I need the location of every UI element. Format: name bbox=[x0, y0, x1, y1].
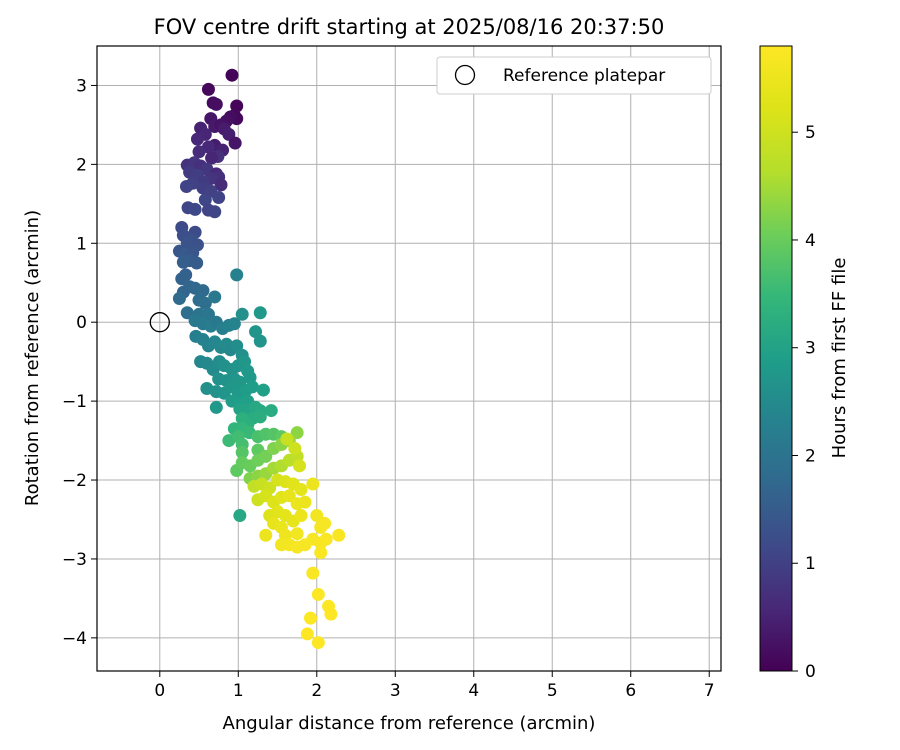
data-point bbox=[227, 317, 241, 331]
colorbar-label: Hours from first FF file bbox=[829, 258, 850, 459]
data-point bbox=[290, 426, 304, 440]
data-point bbox=[230, 339, 244, 353]
data-point bbox=[205, 151, 219, 165]
x-tick-label: 7 bbox=[704, 681, 715, 701]
reference-platepar-marker bbox=[149, 312, 170, 333]
data-point bbox=[253, 410, 267, 424]
data-point bbox=[208, 290, 222, 304]
data-point bbox=[235, 445, 249, 459]
colorbar: 0 1 2 3 4 5 Hours from first FF file bbox=[759, 45, 850, 682]
y-tick-label: 3 bbox=[76, 76, 87, 96]
x-tick-label: 3 bbox=[390, 681, 401, 701]
data-point bbox=[282, 489, 296, 503]
colorbar-ticks: 0 1 2 3 4 5 bbox=[792, 123, 816, 682]
y-tick-label: 0 bbox=[76, 313, 87, 333]
data-point bbox=[230, 268, 244, 282]
x-tick-label: 2 bbox=[311, 681, 322, 701]
data-point bbox=[306, 566, 320, 580]
data-point bbox=[300, 627, 314, 641]
y-axis-ticks: −4 −3 −2 −1 0 1 2 3 bbox=[62, 76, 97, 649]
data-point bbox=[208, 205, 222, 219]
data-point bbox=[190, 132, 204, 146]
data-point bbox=[198, 296, 212, 310]
data-point bbox=[225, 68, 239, 82]
x-tick-label: 1 bbox=[233, 681, 244, 701]
data-point bbox=[264, 404, 278, 418]
data-point bbox=[298, 495, 312, 509]
chart-title: FOV centre drift starting at 2025/08/16 … bbox=[154, 15, 665, 39]
data-point bbox=[233, 509, 247, 523]
y-tick-label: 2 bbox=[76, 155, 87, 175]
data-point bbox=[290, 527, 304, 541]
data-point bbox=[311, 587, 325, 601]
grid-lines bbox=[97, 46, 721, 671]
data-point bbox=[303, 611, 317, 625]
x-tick-label: 0 bbox=[154, 681, 165, 701]
data-point bbox=[179, 179, 193, 193]
data-point bbox=[318, 516, 332, 530]
data-points bbox=[172, 68, 346, 650]
colorbar-tick-label: 2 bbox=[805, 446, 816, 466]
y-tick-label: −1 bbox=[62, 392, 87, 412]
data-point bbox=[245, 380, 259, 394]
colorbar-gradient bbox=[759, 45, 793, 672]
data-point bbox=[180, 236, 194, 250]
data-point bbox=[188, 202, 202, 216]
data-point bbox=[259, 449, 273, 463]
data-point bbox=[201, 82, 215, 96]
data-point bbox=[306, 477, 320, 491]
data-point bbox=[212, 191, 226, 205]
x-tick-label: 5 bbox=[547, 681, 558, 701]
colorbar-tick-label: 3 bbox=[805, 339, 816, 359]
x-tick-label: 6 bbox=[625, 681, 636, 701]
legend: Reference platepar bbox=[436, 56, 712, 95]
legend-marker bbox=[454, 64, 476, 86]
data-point bbox=[253, 306, 267, 320]
data-point bbox=[293, 459, 307, 473]
data-point bbox=[256, 383, 270, 397]
data-point bbox=[201, 307, 215, 321]
data-point bbox=[190, 256, 204, 270]
data-point bbox=[172, 292, 186, 306]
data-point bbox=[235, 307, 249, 321]
data-point bbox=[180, 306, 194, 320]
plot-frame bbox=[96, 45, 722, 672]
x-axis-ticks: 0 1 2 3 4 5 6 7 bbox=[154, 671, 715, 701]
data-point bbox=[324, 607, 338, 621]
data-point bbox=[311, 636, 325, 650]
legend-box bbox=[436, 56, 712, 95]
data-point bbox=[332, 528, 346, 542]
x-axis-label: Angular distance from reference (arcmin) bbox=[223, 713, 596, 734]
data-point bbox=[209, 400, 223, 414]
data-point bbox=[259, 528, 273, 542]
data-point bbox=[294, 482, 308, 496]
data-point bbox=[310, 509, 324, 523]
data-point bbox=[228, 136, 242, 150]
data-point bbox=[294, 509, 308, 523]
y-tick-label: 1 bbox=[76, 234, 87, 254]
colorbar-tick-label: 1 bbox=[805, 554, 816, 574]
colorbar-tick-label: 4 bbox=[805, 231, 816, 251]
data-point bbox=[192, 145, 206, 159]
data-point bbox=[288, 441, 302, 455]
data-point bbox=[280, 432, 294, 446]
colorbar-tick-label: 0 bbox=[805, 662, 816, 682]
data-point bbox=[198, 193, 212, 207]
data-point bbox=[214, 178, 228, 192]
x-tick-label: 4 bbox=[468, 681, 479, 701]
y-tick-label: −2 bbox=[62, 471, 87, 491]
data-point bbox=[209, 97, 223, 111]
data-point bbox=[176, 255, 190, 269]
y-axis-label: Rotation from reference (arcmin) bbox=[22, 210, 43, 506]
data-point bbox=[314, 546, 328, 560]
data-point bbox=[253, 334, 267, 348]
reference-marker-group bbox=[149, 312, 170, 333]
data-point bbox=[175, 272, 189, 286]
y-tick-label: −4 bbox=[62, 629, 87, 649]
colorbar-tick-label: 5 bbox=[805, 123, 816, 143]
y-tick-label: −3 bbox=[62, 550, 87, 570]
data-point bbox=[319, 532, 333, 546]
legend-label: Reference platepar bbox=[503, 66, 665, 86]
